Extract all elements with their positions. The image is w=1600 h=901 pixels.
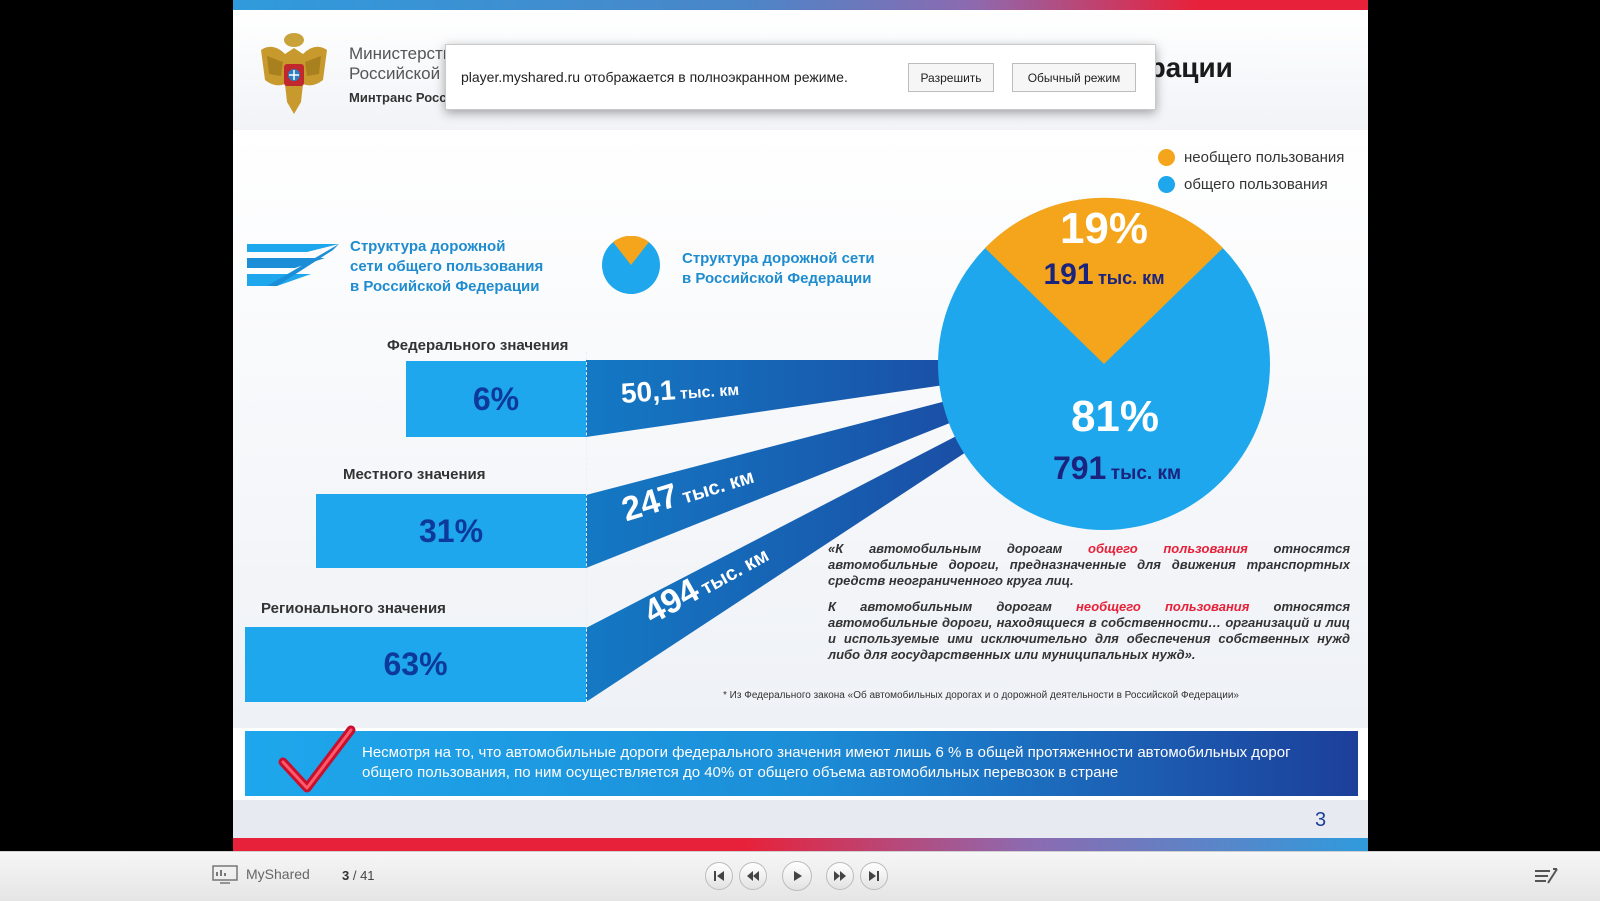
legend-item-nonpublic: необщего пользования xyxy=(1158,144,1344,171)
legend-item-public: общего пользования xyxy=(1158,171,1344,198)
quote-highlight: общего пользования xyxy=(1088,541,1248,556)
quote-text: относятся автомобильные дороги, находящи… xyxy=(828,599,1350,662)
chart-legend: необщего пользования общего пользования xyxy=(1158,144,1344,198)
ministry-short: Минтранс России xyxy=(349,90,463,105)
heading-line: сети общего пользования xyxy=(350,258,544,275)
percent-box-regional: 63% xyxy=(245,627,586,702)
player-control-bar: MyShared 3 / 41 xyxy=(0,851,1600,901)
section-heading-public: Структура дорожной сети общего пользован… xyxy=(350,237,543,297)
slide: Министерство транспорта Российской Федер… xyxy=(233,0,1368,851)
fullscreen-message: player.myshared.ru отображается в полноэ… xyxy=(461,69,848,85)
quote-nonpublic: К автомобильным дорогам необщего пользов… xyxy=(828,599,1350,663)
pie-nonpublic-length: 191 тыс. км xyxy=(1019,258,1189,292)
brand[interactable]: MyShared xyxy=(212,864,310,884)
band-unit: тыс. км xyxy=(679,381,740,403)
pie-public-length: 791 тыс. км xyxy=(1017,450,1217,487)
legend-label: общего пользования xyxy=(1184,176,1328,193)
legend-dot-blue xyxy=(1158,176,1175,193)
quote-text: К автомобильным дорогам xyxy=(828,599,1076,614)
presentation-icon xyxy=(212,865,238,884)
previous-slide-button[interactable] xyxy=(739,862,767,890)
quote-text: относятся автомобильные дороги, предназн… xyxy=(828,541,1350,588)
legend-label: необщего пользования xyxy=(1184,149,1345,166)
pie-unit: тыс. км xyxy=(1097,268,1165,288)
last-slide-button[interactable] xyxy=(860,862,888,890)
conclusion-banner: Несмотря на то, что автомобильные дороги… xyxy=(245,731,1358,796)
percent-box-federal: 6% xyxy=(406,361,586,437)
quote-text: «К автомобильным дорогам xyxy=(828,541,1089,556)
row-label-regional: Регионального значения xyxy=(261,600,446,617)
pie-value: 791 xyxy=(1052,450,1107,486)
allow-button[interactable]: Разрешить xyxy=(908,63,994,92)
quote-public: «К автомобильным дорогам общего пользова… xyxy=(828,541,1350,589)
top-color-stripe xyxy=(233,0,1368,10)
legend-dot-orange xyxy=(1158,149,1175,166)
heading-line: Структура дорожной сети xyxy=(682,250,875,267)
coat-of-arms-icon xyxy=(261,33,327,114)
conclusion-text: Несмотря на то, что автомобильные дороги… xyxy=(362,744,1291,781)
row-label-local: Местного значения xyxy=(343,466,486,483)
rewind-icon xyxy=(747,871,759,881)
first-slide-button[interactable] xyxy=(705,862,733,890)
fast-forward-icon xyxy=(834,871,846,881)
skip-first-icon xyxy=(714,871,724,881)
current-page: 3 xyxy=(342,868,350,883)
skip-last-icon xyxy=(869,871,879,881)
road-arrows-icon xyxy=(247,244,339,286)
normal-mode-button[interactable]: Обычный режим xyxy=(1012,63,1136,92)
page-counter: 3 / 41 xyxy=(342,868,375,883)
brand-label: MyShared xyxy=(246,866,310,882)
total-pages: 41 xyxy=(360,868,375,883)
row-label-federal: Федерального значения xyxy=(387,337,569,354)
heading-line: в Российской Федерации xyxy=(350,278,540,295)
mini-pie-icon xyxy=(602,236,660,294)
pie-unit: тыс. км xyxy=(1110,463,1182,484)
fullscreen-notification: player.myshared.ru отображается в полноэ… xyxy=(445,44,1156,110)
pie-public-percent: 81% xyxy=(1070,392,1160,441)
section-heading-network: Структура дорожной сети в Российской Фед… xyxy=(682,249,875,289)
pie-value: 191 xyxy=(1043,258,1094,291)
heading-line: в Российской Федерации xyxy=(682,270,872,287)
road-fan-graphic xyxy=(586,197,1270,702)
dashed-divider xyxy=(586,352,587,702)
settings-menu-icon[interactable] xyxy=(1534,866,1558,886)
percent-box-local: 31% xyxy=(316,494,586,568)
checkmark-icon xyxy=(278,725,356,793)
band-value: 50,1 xyxy=(619,374,677,409)
play-button[interactable] xyxy=(782,861,812,891)
play-icon xyxy=(794,871,802,881)
pie-nonpublic xyxy=(985,197,1223,364)
law-quote: «К автомобильным дорогам общего пользова… xyxy=(828,541,1350,673)
footnote: * Из Федерального закона «Об автомобильн… xyxy=(723,690,1239,701)
slide-page-number: 3 xyxy=(1315,809,1327,831)
quote-highlight: необщего пользования xyxy=(1075,599,1250,614)
slide-footer xyxy=(233,800,1368,838)
heading-line: Структура дорожной xyxy=(350,238,506,255)
pie-nonpublic-percent: 19% xyxy=(1059,204,1149,253)
bottom-color-stripe xyxy=(233,838,1368,851)
next-slide-button[interactable] xyxy=(826,862,854,890)
